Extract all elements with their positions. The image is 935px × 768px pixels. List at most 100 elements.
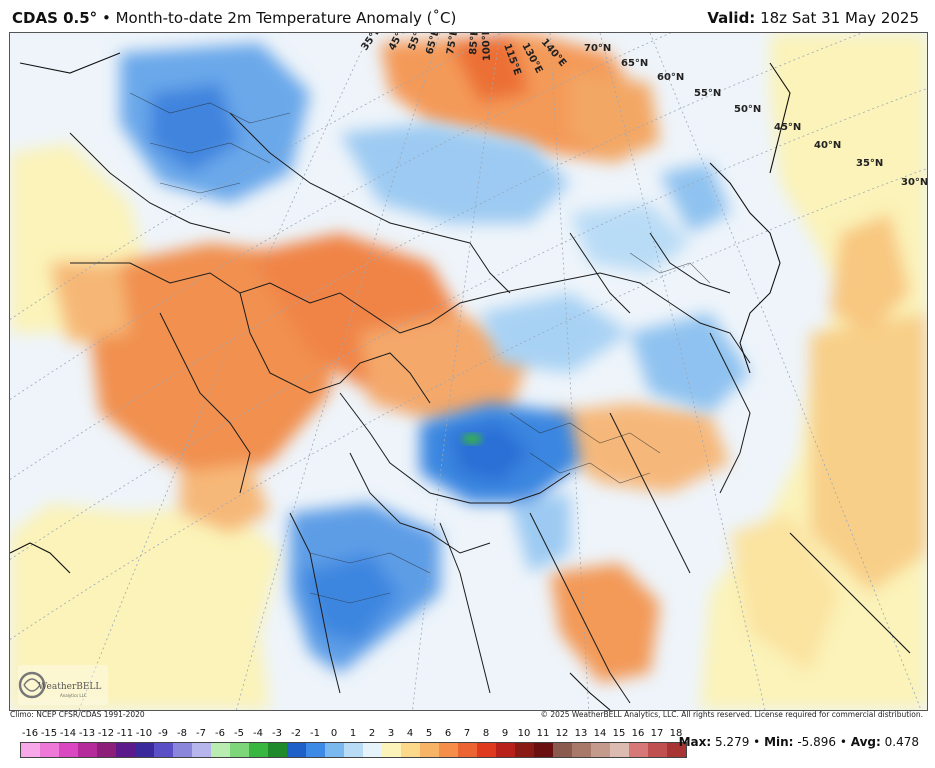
ocean-anomaly-fields	[10, 33, 927, 710]
cool-anomaly-fields	[120, 43, 750, 673]
colorbar-swatch	[325, 743, 344, 757]
map-canvas: 70°N 65°N 60°N 55°N 50°N 45°N 40°N 35°N …	[10, 33, 927, 710]
colorbar-swatch	[173, 743, 192, 757]
colorbar-swatch	[610, 743, 629, 757]
min-label: Min:	[764, 735, 794, 749]
lat-label-45n: 45°N	[774, 122, 801, 133]
colorbar-tick-label: 18	[669, 728, 683, 739]
valid-label: Valid:	[707, 9, 756, 27]
colorbar-tick-label: 16	[631, 728, 645, 739]
colorbar-tick-label: 14	[593, 728, 607, 739]
lat-label-50n: 50°N	[734, 104, 761, 115]
avg-label: Avg:	[850, 735, 881, 749]
avg-value: 0.478	[884, 735, 919, 749]
colorbar-tick-label: 9	[501, 728, 509, 739]
colorbar-tick-label: -9	[158, 728, 168, 739]
max-label: Max:	[678, 735, 712, 749]
colorbar-swatch	[458, 743, 477, 757]
valid-value: 18z Sat 31 May 2025	[760, 9, 919, 27]
product-name: CDAS 0.5	[12, 9, 90, 27]
colorbar-tick-label: 2	[368, 728, 376, 739]
header: CDAS 0.5° • Month-to-date 2m Temperature…	[0, 0, 935, 32]
lat-label-60n: 60°N	[657, 72, 684, 83]
lat-label-55n: 55°N	[694, 88, 721, 99]
min-value: -5.896	[797, 735, 836, 749]
colorbar-swatch	[439, 743, 458, 757]
colorbar-swatch	[249, 743, 268, 757]
colorbar-swatch	[420, 743, 439, 757]
colorbar-swatch	[591, 743, 610, 757]
colorbar-swatch	[97, 743, 116, 757]
colorbar-swatch	[496, 743, 515, 757]
colorbar-swatch	[211, 743, 230, 757]
valid-time: Valid: 18z Sat 31 May 2025	[707, 9, 919, 27]
lat-label-70n: 70°N	[584, 43, 611, 54]
colorbar-swatch	[344, 743, 363, 757]
swirl-icon	[18, 671, 46, 699]
colorbar-swatch	[268, 743, 287, 757]
colorbar-swatch	[59, 743, 78, 757]
colorbar-swatch	[648, 743, 667, 757]
colorbar-swatch	[629, 743, 648, 757]
colorbar-swatch	[401, 743, 420, 757]
green-anomaly-spot	[462, 434, 482, 444]
province-boundaries	[129, 92, 711, 604]
colorbar-swatch	[154, 743, 173, 757]
stats-sep-1: •	[753, 735, 761, 749]
stats-sep-2: •	[839, 735, 847, 749]
colorbar-swatch	[192, 743, 211, 757]
colorbar-tick-label: -16	[21, 728, 39, 739]
weatherbell-logo: WeatherBELL Analytics LLC	[18, 665, 108, 705]
colorbar-swatch	[363, 743, 382, 757]
colorbar-tick-label: -5	[234, 728, 244, 739]
lat-label-35n: 35°N	[856, 158, 883, 169]
colorbar-tick-label: -8	[177, 728, 187, 739]
stats-summary: Max: 5.279 • Min: -5.896 • Avg: 0.478	[679, 735, 919, 749]
climo-note: Climo: NCEP CFSR/CDAS 1991-2020	[10, 710, 145, 719]
colorbar-swatch	[40, 743, 59, 757]
lon-label-85e: 85°E	[468, 33, 481, 55]
colorbar-tick-label: -13	[78, 728, 96, 739]
title-separator: •	[101, 9, 111, 27]
colorbar-swatch	[287, 743, 306, 757]
lon-label-75e: 75°E	[445, 33, 460, 56]
country-boundaries	[69, 112, 751, 704]
map-title: CDAS 0.5° • Month-to-date 2m Temperature…	[12, 9, 456, 27]
colorbar-tick-label: 4	[406, 728, 414, 739]
watermark-text: WeatherBELL	[38, 682, 101, 692]
colorbar-tick-label: 7	[463, 728, 471, 739]
colorbar-swatch	[534, 743, 553, 757]
coastlines	[10, 52, 911, 710]
colorbar-tick-label: -7	[196, 728, 206, 739]
colorbar-tick-label: -6	[215, 728, 225, 739]
lat-label-30n: 30°N	[901, 177, 927, 188]
colorbar-tick-label: 8	[482, 728, 490, 739]
colorbar-swatch	[21, 743, 40, 757]
colorbar-swatch	[553, 743, 572, 757]
colorbar-tick-label: 15	[612, 728, 626, 739]
lon-label-100e: 100°E	[481, 33, 493, 61]
colorbar-tick-label: 13	[574, 728, 588, 739]
colorbar-tick-label: 3	[387, 728, 395, 739]
colorbar-tick-label: 5	[425, 728, 433, 739]
colorbar-tick-label: -14	[59, 728, 77, 739]
graticule-lines	[10, 33, 927, 710]
colorbar-tick-label: -2	[291, 728, 301, 739]
anomaly-map[interactable]: 70°N 65°N 60°N 55°N 50°N 45°N 40°N 35°N …	[9, 32, 928, 711]
colorbar-tick-label: -12	[97, 728, 115, 739]
colorbar-swatch	[116, 743, 135, 757]
colorbar-tick-label: -11	[116, 728, 134, 739]
colorbar-tick-label: -4	[253, 728, 263, 739]
colorbar-tick-label: -1	[310, 728, 320, 739]
colorbar-tick-label: 6	[444, 728, 452, 739]
colorbar-swatch	[135, 743, 154, 757]
colorbar-swatches	[20, 742, 687, 758]
colorbar-swatch	[230, 743, 249, 757]
lat-label-65n: 65°N	[621, 58, 648, 69]
lat-label-40n: 40°N	[814, 140, 841, 151]
colorbar-swatch	[515, 743, 534, 757]
colorbar-tick-label: 0	[330, 728, 338, 739]
colorbar-tick-label: -3	[272, 728, 282, 739]
colorbar-swatch	[382, 743, 401, 757]
degree-mark: °	[89, 9, 98, 27]
